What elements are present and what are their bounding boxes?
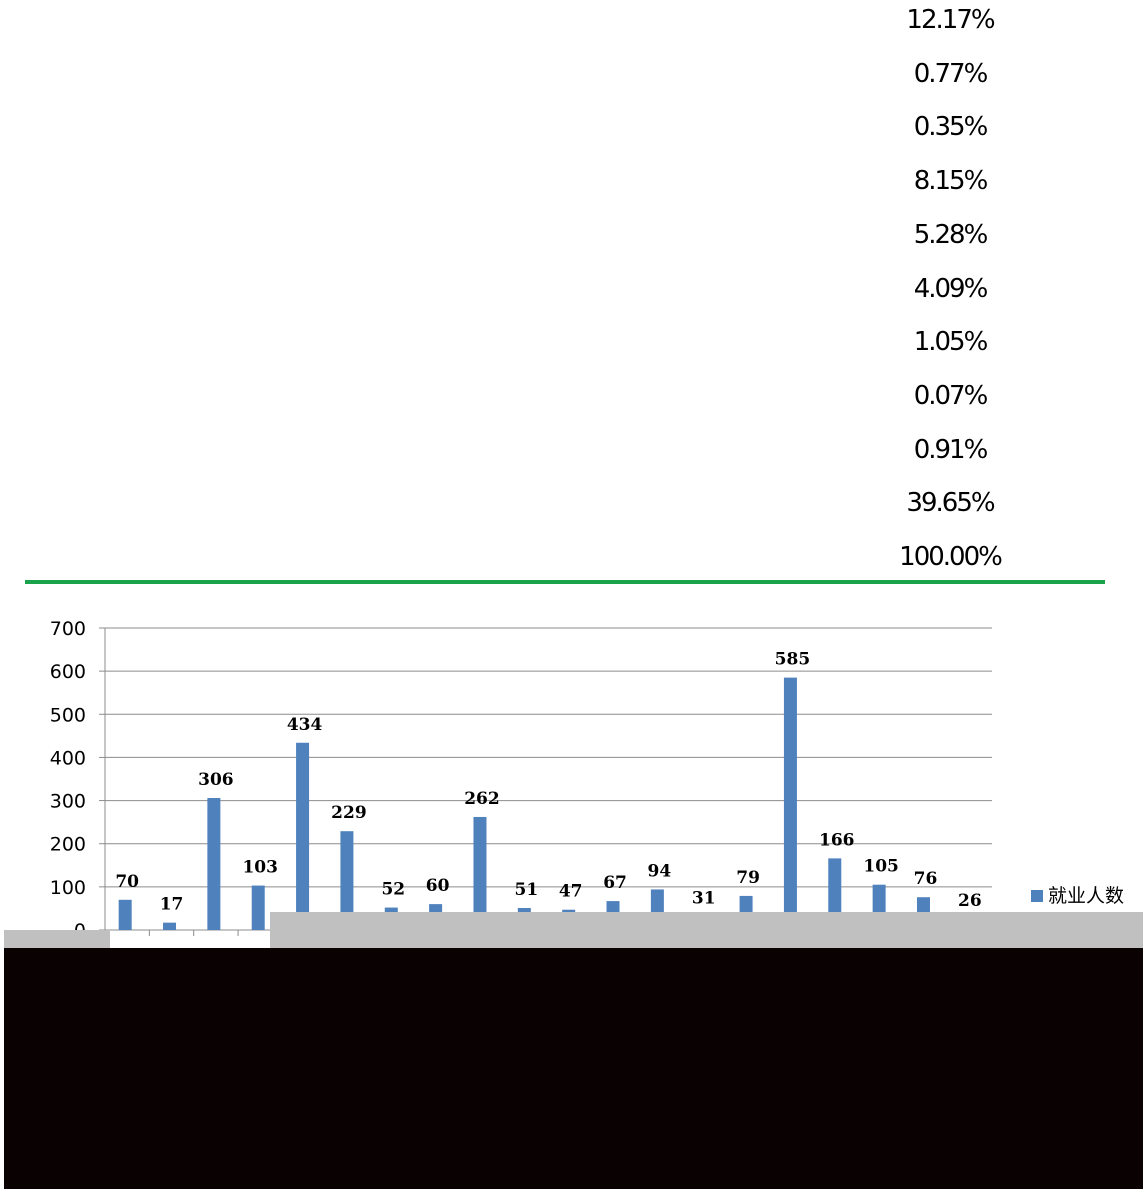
data-label: 47 [559,882,583,902]
bar [340,831,354,930]
data-label: 31 [692,889,716,909]
percentage-value: 1.05% [913,327,989,358]
y-axis: 0100200300400500600700 [50,618,993,942]
data-label: 26 [958,891,982,911]
data-label: 67 [603,873,627,893]
gridlines [105,627,992,931]
legend-swatch [1031,890,1043,902]
corrupted-dark-region [4,948,1143,1189]
percentage-value: 0.77% [913,58,989,89]
data-label: 17 [160,895,184,915]
y-tick-label: 700 [50,618,86,640]
percentage-value: 4.09% [913,273,989,304]
data-label: 105 [863,857,899,877]
percentage-value: 8.15% [913,166,989,197]
bar [296,742,310,930]
gray-band-right [270,912,1143,948]
y-tick-label: 500 [50,704,86,726]
bar [163,922,177,930]
percentage-value: 12.17% [906,5,995,35]
data-label: 166 [819,830,855,850]
green-divider [25,580,1105,584]
bar-chart: 0100200300400500600700 70173061034342295… [50,618,1124,942]
data-label: 94 [648,861,672,881]
data-label: 52 [381,880,405,900]
percentage-value: 39.65% [906,488,995,519]
legend: 就业人数 [1031,885,1124,907]
data-label: 76 [914,869,938,889]
data-label: 262 [464,789,500,809]
percentage-value: 100.00% [899,542,1003,572]
y-tick-label: 600 [50,661,86,683]
bar [251,885,265,930]
data-label: 103 [242,858,278,878]
data-labels: 70 17 306 103 434 229 52 60 262 51 47 67 94 31 79 585 16… [115,650,981,915]
y-tick-label: 300 [50,791,86,813]
data-label: 70 [115,872,139,892]
bar [473,816,487,930]
data-label: 79 [736,868,760,888]
data-label: 229 [331,803,367,823]
bar [207,797,221,930]
legend-label: 就业人数 [1048,885,1124,907]
data-label: 51 [514,880,538,900]
bars [118,677,975,930]
percentage-value: 0.91% [913,434,989,465]
bar [118,899,132,930]
data-label: 306 [198,770,234,790]
y-tick-label: 200 [50,834,86,856]
percentage-value: 0.35% [913,112,989,143]
percentage-value: 0.07% [913,380,989,411]
data-label: 585 [775,650,811,670]
y-tick-label: 100 [50,877,86,899]
data-label: 434 [287,715,323,735]
percentage-value: 5.28% [913,219,989,250]
data-label: 60 [426,876,450,896]
y-tick-label: 400 [50,747,86,769]
bar [783,677,797,930]
